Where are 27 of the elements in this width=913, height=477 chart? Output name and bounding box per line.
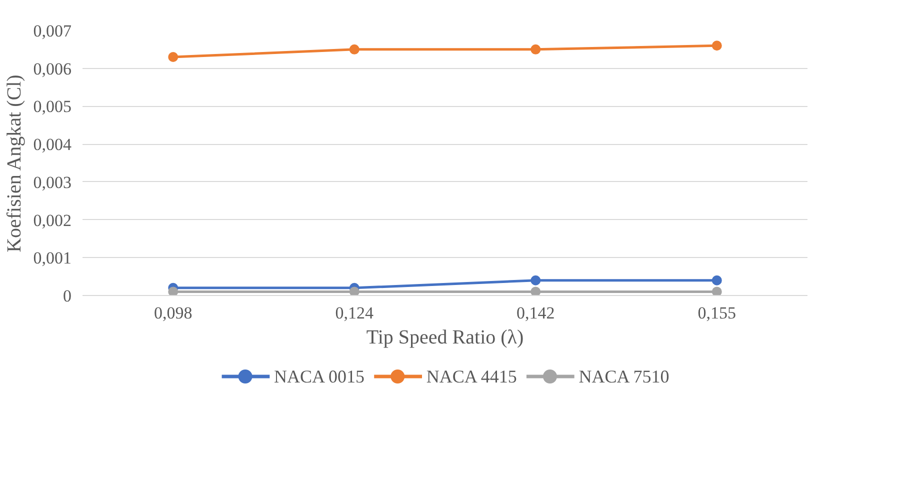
point	[712, 40, 722, 51]
y-tick-label: 0,002	[33, 210, 72, 230]
point	[168, 52, 178, 62]
x-tick-label: 0,155	[698, 304, 736, 322]
x-tick-label: 0,098	[154, 304, 192, 322]
y-tick-label: 0,006	[33, 59, 72, 78]
y-tick-label: 0	[63, 286, 72, 306]
legend-label: NACA 0015	[274, 366, 365, 386]
point	[530, 44, 541, 54]
point	[168, 286, 178, 296]
x-axis-title: Tip Speed Ratio (λ)	[366, 326, 524, 348]
point	[530, 286, 541, 296]
point	[349, 44, 360, 54]
y-tick-label: 0,003	[33, 172, 72, 192]
point	[712, 275, 722, 286]
x-tick-label: 0,124	[335, 304, 374, 322]
point	[349, 286, 360, 296]
legend-label: NACA 7510	[578, 366, 670, 386]
y-axis-title: Koefisien Angkat (Cl)	[3, 74, 26, 252]
y-tick-label: 0,001	[33, 248, 72, 268]
y-tick-label: 0,005	[33, 97, 72, 116]
x-tick-label: 0,142	[516, 304, 555, 322]
legend-label: NACA 4415	[426, 366, 517, 386]
point	[530, 275, 541, 286]
point	[712, 286, 722, 296]
y-tick-label: 0,004	[33, 135, 72, 154]
y-tick-label: 0,007	[33, 22, 72, 40]
